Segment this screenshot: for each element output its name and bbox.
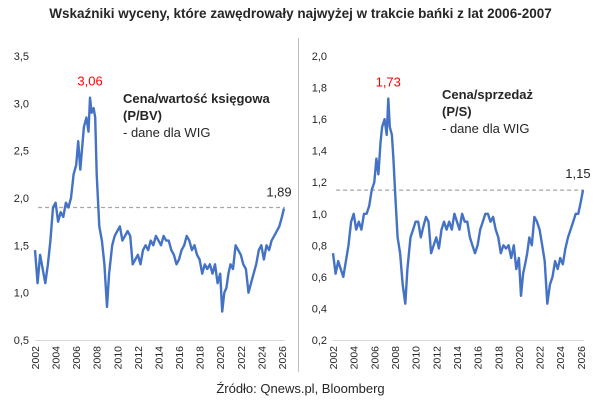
x-tick-label: 2010 xyxy=(112,346,124,370)
y-tick-label: 1,8 xyxy=(312,83,327,95)
x-tick-label: 2022 xyxy=(236,346,248,370)
y-tick-label: 0,5 xyxy=(14,335,29,347)
chart-panel-1: 0,5 1,0 1,5 2,0 2,5 3,0 3,5 2002 2004 2006 2008 201… xyxy=(14,51,292,369)
y-tick-label: 1,2 xyxy=(312,177,327,189)
x-tick-label: 2008 xyxy=(390,346,402,370)
x-tick-label: 2014 xyxy=(153,346,165,370)
x-tick-label: 2016 xyxy=(473,346,485,370)
peak-label: 1,73 xyxy=(376,75,401,90)
y-tick-label: 0,4 xyxy=(312,303,327,315)
x-tick-label: 2004 xyxy=(51,346,63,370)
x-tick-label: 2002 xyxy=(328,346,340,370)
x-tick-label: 2024 xyxy=(555,346,567,370)
x-tick-label: 2012 xyxy=(133,346,145,370)
x-tick-label: 2004 xyxy=(349,346,361,370)
x-tick-label: 2008 xyxy=(92,346,104,370)
x-tick-label: 2022 xyxy=(535,346,547,370)
x-tick-label: 2024 xyxy=(256,346,268,370)
y-tick-label: 1,0 xyxy=(312,209,327,221)
y-tick-label: 0,6 xyxy=(312,272,327,284)
x-tick-label: 2016 xyxy=(174,346,186,370)
x-tick-label: 2002 xyxy=(30,346,42,370)
x-tick-label: 2020 xyxy=(514,346,526,370)
y-tick-label: 1,5 xyxy=(14,240,29,252)
annotation-line: Cena/sprzedaż xyxy=(442,87,534,102)
last-value-label: 1,89 xyxy=(266,184,291,199)
y-tick-label: 2,0 xyxy=(312,51,327,63)
y-tick-label: 1,6 xyxy=(312,114,327,126)
annotation-line: - dane dla WIG xyxy=(442,121,529,136)
x-tick-label: 2006 xyxy=(71,346,83,370)
peak-label: 3,06 xyxy=(77,74,102,89)
x-tick-label: 2020 xyxy=(215,346,227,370)
x-tick-label: 2010 xyxy=(411,346,423,370)
y-tick-label: 2,0 xyxy=(14,193,29,205)
series-line xyxy=(33,96,286,313)
annotation-line: (P/S) xyxy=(442,104,472,119)
x-tick-label: 2026 xyxy=(576,346,588,370)
x-tick-label: 2012 xyxy=(431,346,443,370)
x-tick-label: 2026 xyxy=(277,346,289,370)
source-note: Źródło: Qnews.pl, Bloomberg xyxy=(216,381,385,396)
figure-title: Wskaźniki wyceny, które zawędrowały najw… xyxy=(49,6,552,21)
y-tick-label: 1,0 xyxy=(14,288,29,300)
annotation-line: - dane dla WIG xyxy=(123,125,210,140)
chart-panel-2: 0,2 0,4 0,6 0,8 1,0 1,2 1,4 1,6 1,8 2,0 2002 2004 20… xyxy=(312,51,591,369)
y-tick-label: 3,5 xyxy=(14,51,29,63)
y-tick-label: 1,4 xyxy=(312,146,327,158)
y-tick-label: 0,8 xyxy=(312,240,327,252)
annotation-line: (P/BV) xyxy=(123,108,162,123)
y-tick-label: 0,2 xyxy=(312,335,327,347)
y-tick-label: 3,0 xyxy=(14,98,29,110)
last-value-label: 1,15 xyxy=(565,166,590,181)
x-tick-label: 2018 xyxy=(195,346,207,370)
y-tick-label: 2,5 xyxy=(14,146,29,158)
x-tick-label: 2018 xyxy=(493,346,505,370)
annotation-line: Cena/wartość księgowa xyxy=(123,91,270,106)
series-line xyxy=(331,97,585,305)
x-tick-label: 2006 xyxy=(369,346,381,370)
x-tick-label: 2014 xyxy=(452,346,464,370)
